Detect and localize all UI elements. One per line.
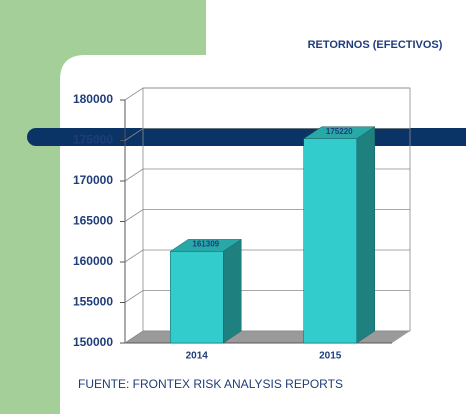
- y-tick-label: 150000: [73, 335, 113, 349]
- y-tick-label: 165000: [73, 214, 113, 228]
- y-tick-label: 175000: [73, 133, 113, 147]
- y-tick-label: 170000: [73, 173, 113, 187]
- bar-side: [356, 126, 375, 344]
- data-label: 175220: [326, 127, 353, 136]
- bar: [303, 138, 357, 344]
- data-label: 161309: [192, 240, 219, 249]
- white-panel: [60, 55, 466, 414]
- y-tick-label: 155000: [73, 295, 113, 309]
- x-tick-label: 2015: [319, 351, 342, 362]
- source-note: FUENTE: FRONTEX RISK ANALYSIS REPORTS: [78, 377, 343, 391]
- bar-side: [223, 238, 242, 344]
- x-tick-label: 2014: [186, 351, 209, 362]
- y-tick-label: 160000: [73, 254, 113, 268]
- grid-line: [124, 87, 410, 101]
- y-tick-label: 180000: [73, 92, 113, 106]
- bar: [170, 251, 224, 344]
- chart-title: RETORNOS (EFECTIVOS): [308, 39, 443, 51]
